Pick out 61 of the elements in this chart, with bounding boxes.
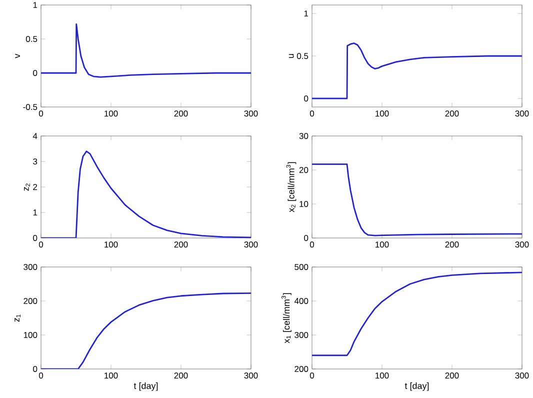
x-tick-label: 200	[174, 372, 188, 379]
y-tick-label: 1	[33, 2, 38, 8]
x-tick-label: 300	[244, 372, 258, 379]
y-tick-label: 0	[33, 70, 38, 76]
y-tick-label: 0	[304, 95, 308, 102]
y-axis-title: z$_{2}$	[24, 184, 30, 191]
x-tick-label: 100	[104, 372, 118, 379]
x-tick-label: 0	[38, 110, 44, 117]
x-tick-label: 100	[376, 110, 389, 117]
x-tick-label: 300	[515, 372, 529, 379]
y-tick-label: 0.5	[296, 52, 308, 59]
y-tick-label: 0	[304, 234, 308, 241]
x-tick-label: 0	[38, 242, 44, 248]
x-tick-label: 200	[445, 242, 459, 248]
y-axis-title: x$_{1}$ [cell/mm$^{3}$]	[282, 293, 292, 344]
y-tick-label: 100	[24, 332, 38, 338]
y-tick-label: 1	[33, 210, 38, 216]
line-series	[312, 272, 522, 356]
y-tick-label: 0	[33, 366, 38, 372]
x-tick-label: 100	[376, 242, 389, 248]
y-tick-label: 4	[32, 133, 38, 139]
x-tick-label: 200	[445, 110, 459, 117]
x-axis-title: t [day]	[404, 382, 429, 391]
y-tick-label: 300	[294, 332, 308, 338]
x-tick-label: 0	[310, 110, 314, 117]
y-tick-label: 20	[299, 166, 308, 173]
y-tick-label: -0.5	[23, 104, 38, 110]
x-tick-label: 200	[174, 110, 188, 117]
x-tick-label: 300	[515, 110, 529, 117]
y-tick-label: 0.5	[26, 36, 38, 42]
y-tick-label: 30	[299, 132, 308, 139]
line-series	[312, 42, 522, 100]
x-tick-label: 200	[445, 372, 459, 379]
x-tick-label: 100	[104, 110, 118, 117]
y-tick-label: 400	[294, 298, 308, 304]
x-tick-label: 300	[244, 110, 258, 117]
y-axis-title: x$_{2}$ [cell/mm$^{3}$]	[286, 162, 296, 212]
x-tick-label: 200	[174, 242, 188, 248]
y-axis-title: u	[288, 54, 294, 58]
x-tick-label: 300	[244, 242, 258, 248]
line-series	[41, 150, 251, 238]
y-tick-label: 200	[24, 298, 38, 304]
y-tick-label: 300	[24, 264, 38, 270]
line-series	[41, 292, 251, 369]
y-tick-label: 3	[33, 158, 38, 164]
y-tick-label: 1	[304, 10, 308, 16]
x-tick-label: 0	[310, 242, 314, 248]
x-tick-label: 300	[515, 242, 529, 248]
x-tick-label: 100	[104, 242, 118, 248]
y-tick-label: 200	[294, 366, 308, 372]
line-series	[312, 164, 522, 236]
y-tick-label: 500	[294, 264, 308, 270]
x-tick-label: 0	[38, 372, 44, 379]
y-tick-label: 0	[33, 234, 38, 241]
x-axis-title: t [day]	[134, 382, 158, 391]
x-tick-label: 0	[310, 372, 314, 379]
x-tick-label: 100	[376, 372, 389, 379]
y-tick-label: 10	[300, 200, 308, 207]
y-axis-title: z$_{1}$	[14, 314, 20, 322]
y-tick-label: 2	[33, 184, 38, 190]
y-axis-title: v	[15, 54, 20, 58]
